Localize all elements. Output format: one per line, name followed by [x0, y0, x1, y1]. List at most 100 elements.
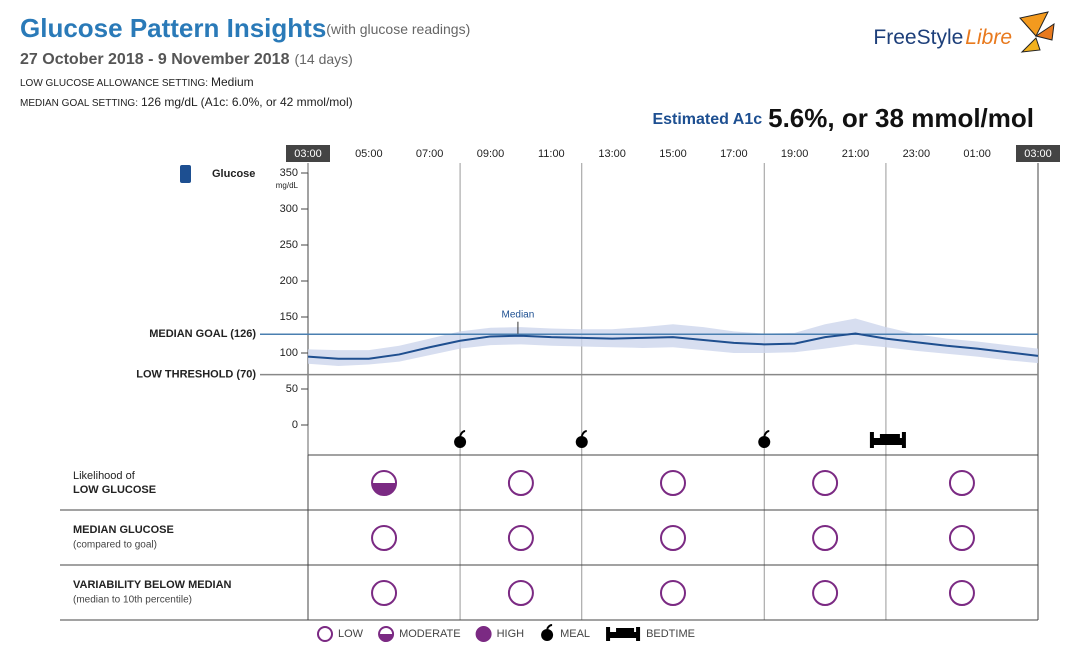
ring	[948, 580, 975, 606]
allowance-label: LOW GLUCOSE ALLOWANCE SETTING:	[20, 78, 208, 89]
ring	[371, 580, 398, 606]
legend-meal	[541, 629, 554, 641]
y-tick-label: 150	[280, 311, 298, 323]
goal-value: 126 mg/dL (A1c: 6.0%, or 42 mmol/mol)	[141, 95, 353, 109]
x-tick-label: 11:00	[538, 148, 565, 160]
x-tick-label: 03:00	[294, 148, 322, 160]
bed-icon	[869, 432, 906, 448]
x-tick-label: 15:00	[659, 148, 687, 160]
ring	[507, 525, 534, 551]
median-annotation: Median	[502, 309, 535, 320]
days: (14 days)	[294, 51, 352, 67]
ring	[660, 525, 686, 551]
legend-label: HIGH	[497, 628, 525, 640]
iqr-band	[308, 318, 1038, 366]
x-tick-label: 01:00	[963, 148, 991, 160]
level-low	[948, 580, 975, 606]
level-low	[812, 525, 839, 551]
x-tick-label: 05:00	[355, 148, 383, 160]
half-fill	[372, 483, 397, 495]
level-low	[660, 470, 686, 496]
row-prefix: Likelihood of	[73, 470, 136, 482]
legend-label: BEDTIME	[646, 628, 695, 640]
meal-leaf	[459, 430, 466, 437]
level-low	[660, 580, 686, 606]
allowance-value: Medium	[211, 75, 254, 89]
x-tick-label: 09:00	[477, 148, 505, 160]
ring	[812, 580, 839, 606]
y-label: Glucose	[212, 168, 255, 180]
y-tick-label: 50	[286, 383, 298, 395]
level-low	[507, 580, 534, 606]
allowance-line: LOW GLUCOSE ALLOWANCE SETTING: Medium	[20, 75, 254, 89]
y-unit: mg/dL	[276, 181, 299, 190]
sensor-icon	[180, 165, 191, 183]
x-tick-label: 23:00	[903, 148, 931, 160]
ring	[507, 470, 534, 496]
ring	[507, 580, 534, 606]
level-low	[507, 525, 534, 551]
level-low	[948, 525, 975, 551]
meal-icon	[454, 436, 467, 448]
row-title: LOW GLUCOSE	[73, 484, 156, 496]
x-tick-label: 03:00	[1024, 148, 1052, 160]
title-line: Glucose Pattern Insights(with glucose re…	[20, 13, 470, 43]
row-title: VARIABILITY BELOW MEDIAN	[73, 579, 232, 591]
logo: FreeStyleLibre	[873, 26, 1012, 49]
goal-label: MEDIAN GOAL SETTING:	[20, 98, 138, 109]
ring	[948, 470, 975, 496]
ring	[317, 626, 333, 642]
reference-label: LOW THRESHOLD (70)	[136, 369, 256, 381]
legend-leaf	[546, 624, 553, 630]
butterfly	[1019, 11, 1055, 53]
reference-label: MEDIAN GOAL (126)	[149, 328, 256, 340]
x-tick-label: 17:00	[720, 148, 748, 160]
ring	[660, 580, 686, 606]
level-low	[812, 580, 839, 606]
a1c-value: 5.6%, or 38 mmol/mol	[768, 103, 1034, 133]
level-low	[660, 525, 686, 551]
y-tick-label: 300	[280, 203, 298, 215]
ring	[948, 525, 975, 551]
a1c-label: Estimated A1c	[652, 111, 762, 128]
x-tick-box	[1016, 145, 1060, 162]
y-tick-label: 200	[280, 275, 298, 287]
legend-label: LOW	[338, 628, 364, 640]
row-note: (compared to goal)	[73, 540, 157, 551]
level-low	[507, 470, 534, 496]
x-tick-label: 19:00	[781, 148, 809, 160]
ring	[660, 470, 686, 496]
x-tick-label: 13:00	[598, 148, 626, 160]
median-line	[307, 332, 1039, 360]
logo-product: Libre	[965, 26, 1012, 49]
x-tick-label: 07:00	[416, 148, 444, 160]
level-low	[371, 525, 398, 551]
goal-line: MEDIAN GOAL SETTING: 126 mg/dL (A1c: 6.0%…	[20, 95, 353, 109]
meal-leaf	[763, 430, 770, 437]
logo-brand: FreeStyle	[873, 26, 963, 49]
y-tick-label: 100	[280, 347, 298, 359]
legend-high	[475, 626, 492, 642]
a1c-line: Estimated A1c 5.6%, or 38 mmol/mol	[652, 103, 1034, 133]
meal-leaf	[580, 430, 587, 437]
y-tick-label: 0	[292, 419, 298, 431]
row-note: (median to 10th percentile)	[73, 595, 192, 606]
title: Glucose Pattern Insights	[20, 13, 326, 43]
legend-bed	[606, 627, 641, 641]
level-moderate	[371, 470, 398, 496]
ring	[371, 470, 398, 496]
level-low	[371, 580, 398, 606]
x-tick-label: 21:00	[842, 148, 870, 160]
ring	[812, 470, 839, 496]
meal-icon	[758, 436, 771, 448]
subtitle: (with glucose readings)	[326, 21, 470, 37]
x-tick-box	[286, 145, 330, 162]
legend-label: MODERATE	[399, 628, 461, 640]
ring	[371, 525, 398, 551]
row-title: MEDIAN GLUCOSE	[73, 524, 174, 536]
y-tick-label: 350	[280, 167, 298, 179]
date-line: 27 October 2018 - 9 November 2018 (14 day…	[20, 51, 353, 69]
ring	[812, 525, 839, 551]
